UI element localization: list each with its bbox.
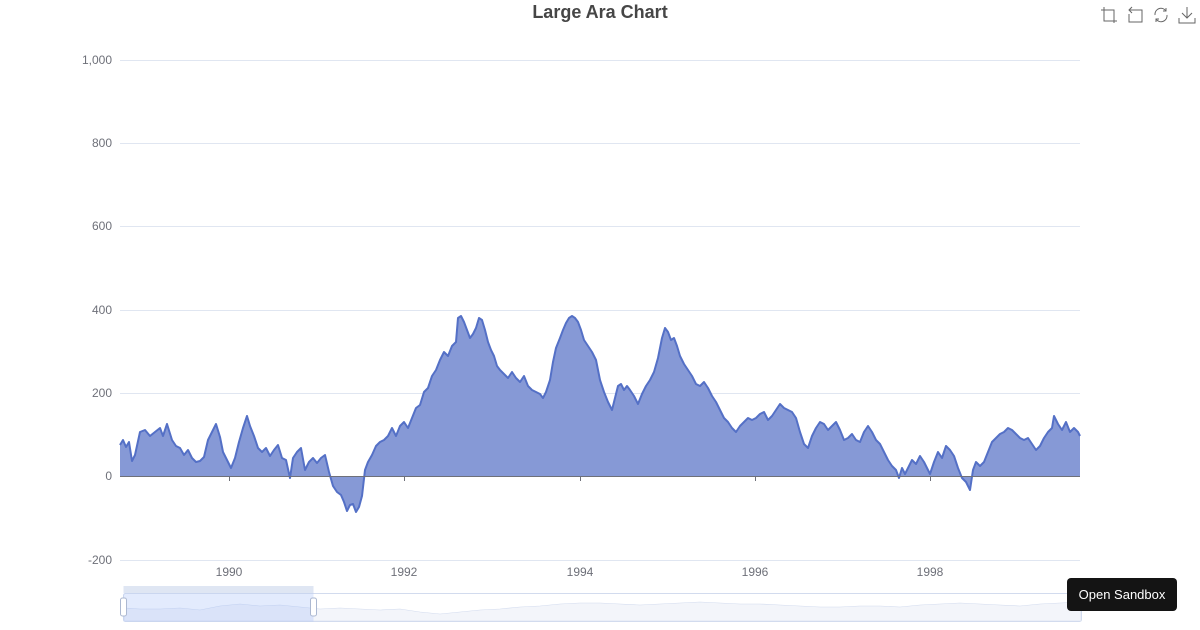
slider-move-handle[interactable]	[123, 586, 314, 593]
x-tick-label: 1994	[566, 565, 594, 579]
area-series	[120, 316, 1080, 512]
data-zoom-slider[interactable]	[120, 586, 1082, 622]
y-tick-label: 800	[91, 136, 112, 150]
slider-selected-range[interactable]	[123, 593, 314, 622]
slider-handle-left[interactable]	[120, 597, 127, 617]
y-tick-label: 400	[91, 303, 112, 317]
x-tick-label: 1996	[741, 565, 769, 579]
y-tick-label: 0	[105, 469, 112, 483]
line-series	[119, 315, 1081, 513]
chart-title: Large Ara Chart	[532, 2, 668, 22]
y-tick-label: 1,000	[81, 53, 112, 67]
grid-lines	[120, 60, 1080, 561]
x-tick-label: 1998	[916, 565, 944, 579]
zoom-select-icon[interactable]	[1100, 6, 1118, 24]
slider-handle-right[interactable]	[310, 597, 317, 617]
y-tick-label: 200	[91, 386, 112, 400]
x-tick-label: 1990	[215, 565, 243, 579]
open-sandbox-button[interactable]: Open Sandbox	[1067, 578, 1177, 611]
save-image-icon[interactable]	[1178, 6, 1196, 24]
y-tick-label: 600	[91, 219, 112, 233]
toolbox	[1100, 6, 1196, 24]
x-tick-label: 1992	[390, 565, 418, 579]
x-axis-ticks	[229, 476, 931, 481]
slider-preview	[123, 601, 1082, 622]
restore-icon[interactable]	[1152, 6, 1170, 24]
zoom-back-icon[interactable]	[1126, 6, 1144, 24]
y-tick-label: -200	[87, 553, 112, 567]
